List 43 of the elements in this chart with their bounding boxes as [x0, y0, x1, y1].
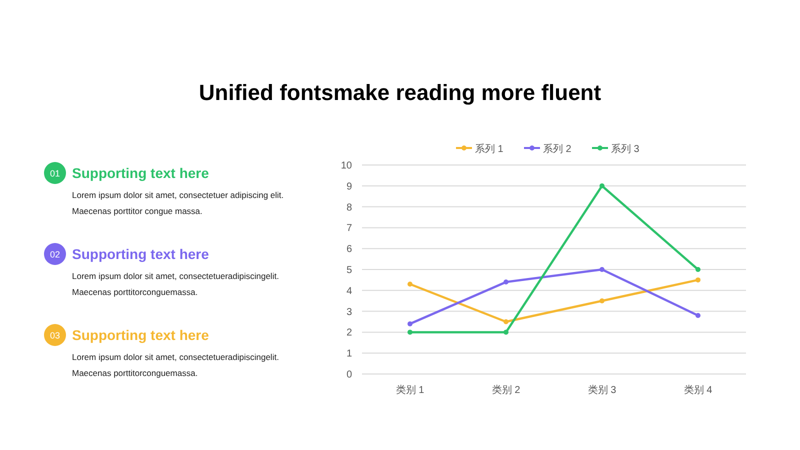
- text: Maecenas porttitor congue massa.: [72, 206, 202, 216]
- chart-title: Unified fontsmake reading more fluent: [198, 80, 602, 105]
- point: [600, 183, 604, 188]
- y-tick-label: 7: [346, 223, 352, 234]
- x-tick-label: 类别 4: [684, 384, 713, 396]
- point: [408, 321, 412, 326]
- text: Supporting text here: [72, 165, 210, 181]
- x-tick-label: 类别 1: [396, 384, 425, 396]
- text: 01: [50, 168, 60, 178]
- y-tick-label: 3: [346, 306, 352, 318]
- y-tick-label: 2: [346, 328, 352, 339]
- y-tick-label: 1: [346, 348, 352, 360]
- legend-label: 系列 1: [475, 143, 504, 155]
- y-tick-label: 5: [346, 265, 352, 276]
- text: Maecenas porttitorconguemassa.: [72, 287, 198, 297]
- text: Maecenas porttitorconguemassa.: [72, 368, 198, 378]
- y-tick-label: 9: [346, 181, 352, 192]
- point: [504, 330, 508, 335]
- point: [408, 330, 412, 335]
- text: Supporting text here: [72, 246, 210, 262]
- text: Lorem ipsum dolor sit amet, consectetueradipiscingelit.: [72, 352, 279, 362]
- point: [600, 298, 604, 304]
- text: 02: [50, 250, 60, 260]
- y-tick-label: 0: [346, 370, 352, 380]
- point: [696, 267, 700, 272]
- point: [696, 277, 700, 282]
- text: Supporting text here: [72, 327, 210, 343]
- y-tick-label: 6: [346, 244, 352, 256]
- y-tick-label: 10: [340, 160, 352, 172]
- point: [504, 319, 508, 324]
- x-tick-label: 类别 3: [588, 384, 617, 396]
- point: [408, 282, 412, 287]
- point: [504, 280, 508, 285]
- point: [600, 267, 604, 272]
- text: 03: [50, 330, 60, 340]
- point: [696, 312, 700, 318]
- text: Lorem ipsum dolor sit amet, consectetuer adipiscing elit.: [72, 190, 284, 200]
- legend-label: 系列 2: [543, 143, 572, 155]
- x-tick-label: 类别 2: [492, 384, 521, 396]
- legend-label: 系列 3: [611, 143, 640, 155]
- y-tick-label: 4: [346, 286, 352, 297]
- y-tick-label: 8: [346, 202, 352, 214]
- text: Lorem ipsum dolor sit amet, consectetueradipiscingelit.: [72, 271, 279, 281]
